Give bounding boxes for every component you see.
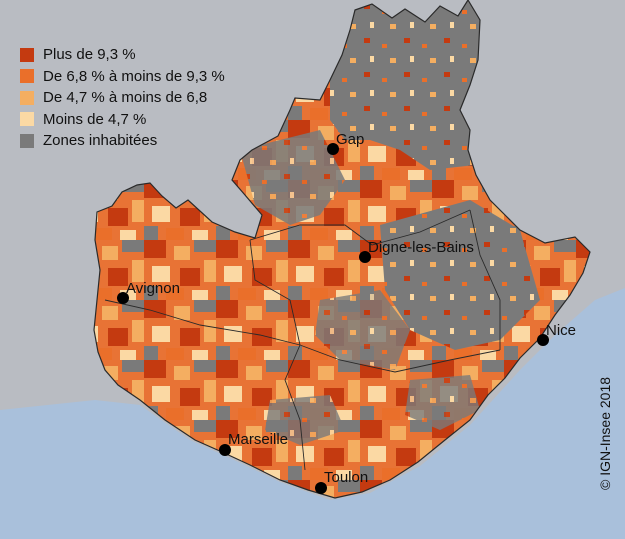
city-label-gap: Gap [336,131,364,148]
city-label-nice: Nice [546,322,576,339]
city-label-avignon: Avignon [126,280,180,297]
city-markers: Gap Digne-les-Bains Avignon Nice Marseil… [117,131,576,494]
legend-swatch [20,47,34,62]
legend-label: De 6,8 % à moins de 9,3 % [43,67,225,85]
legend-label: Moins de 4,7 % [43,110,147,128]
city-dot-toulon [315,482,327,494]
uninhabited-zone [330,0,485,170]
copyright-notice: © IGN-Insee 2018 [597,376,613,490]
uninhabited-zone [265,395,345,445]
city-dot-avignon [117,292,129,304]
sea [0,288,625,539]
city-label-toulon: Toulon [324,469,368,486]
uninhabited-zone [405,375,480,430]
legend-swatch [20,69,34,84]
legend-swatch [20,133,34,148]
legend-label: Zones inhabitées [43,132,158,150]
city-label-marseille: Marseille [228,431,288,448]
legend-swatch [20,112,34,127]
legend-item: De 4,7 % à moins de 6,8 [20,87,225,109]
legend-item: De 6,8 % à moins de 9,3 % [20,66,225,88]
city-dot-digne [359,251,371,263]
uninhabited-zone [240,130,345,225]
borders [93,0,591,499]
legend-swatch [20,90,34,105]
map-legend: Plus de 9,3 % De 6,8 % à moins de 9,3 % … [20,44,225,152]
legend-item: Zones inhabitées [20,130,225,152]
legend-item: Plus de 9,3 % [20,44,225,66]
city-label-digne: Digne-les-Bains [368,239,474,256]
city-dot-nice [537,334,549,346]
legend-label: Plus de 9,3 % [43,46,136,64]
city-dot-gap [327,143,339,155]
city-dot-marseille [219,444,231,456]
legend-item: Moins de 4,7 % [20,109,225,131]
uninhabited-zone [315,290,410,370]
legend-label: De 4,7 % à moins de 6,8 [43,89,208,107]
